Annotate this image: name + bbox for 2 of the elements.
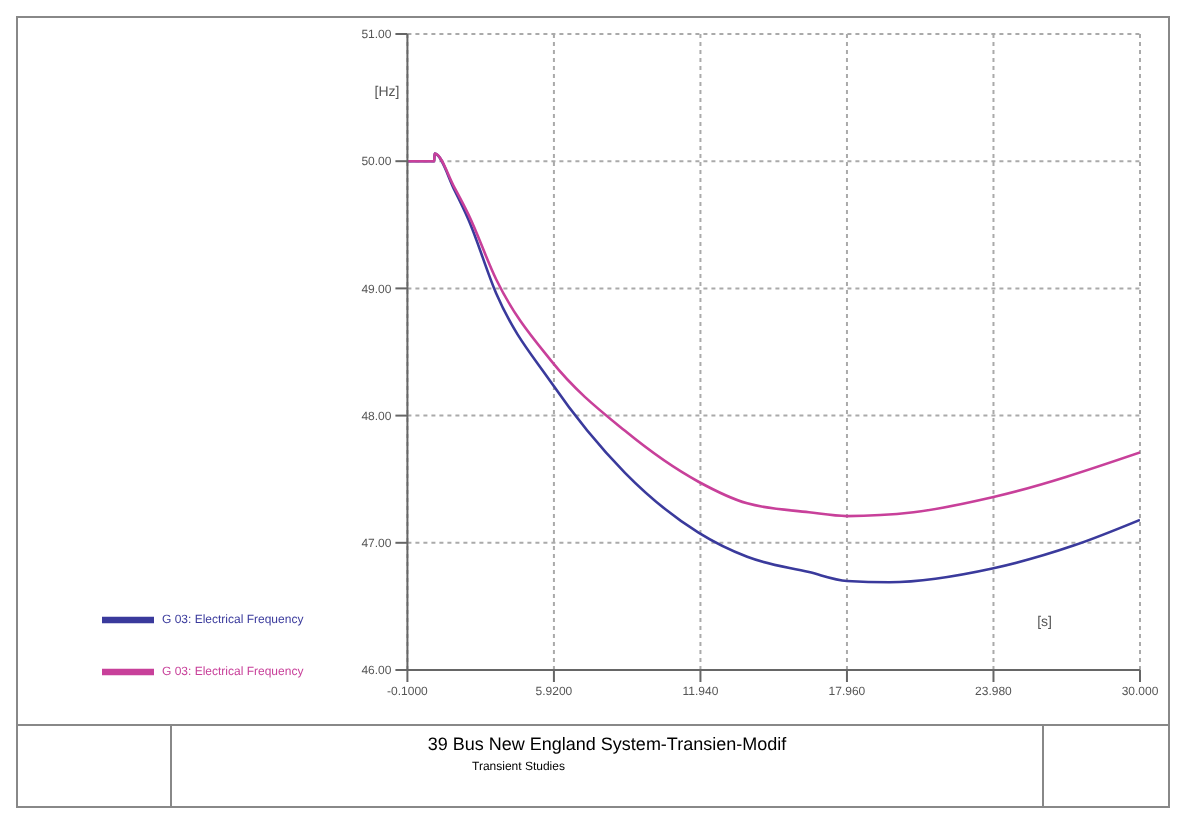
text: 39 Bus New England System-Transien-Modif xyxy=(425,734,789,754)
line-series xyxy=(407,152,1140,518)
